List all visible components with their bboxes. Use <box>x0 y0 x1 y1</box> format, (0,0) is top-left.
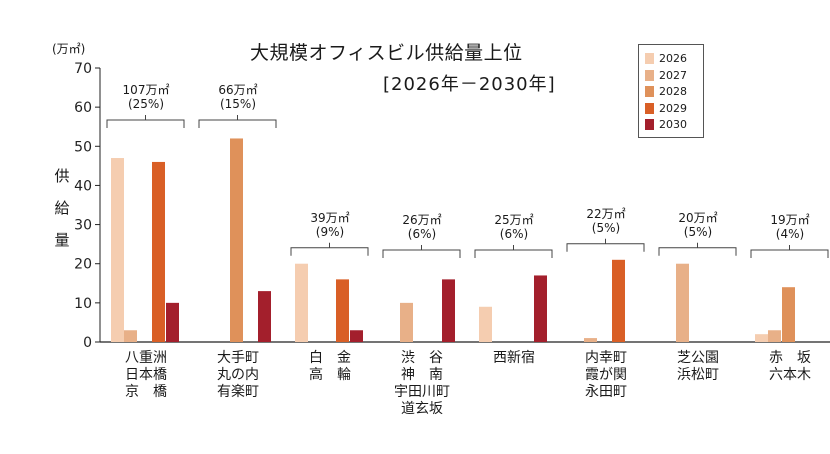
group-share-value: (5%) <box>683 224 713 239</box>
category-label: 大手町 丸の内 有楽町 <box>217 350 259 400</box>
group-share-value: (5%) <box>591 220 621 235</box>
bar-2028-7 <box>782 287 795 342</box>
group-share-value: (9%) <box>315 224 345 239</box>
group-bracket <box>198 115 277 128</box>
bar-2029-5 <box>612 259 625 342</box>
group-total-value: 66万㎡ <box>218 83 258 97</box>
bar-2026-0 <box>111 158 124 342</box>
group-total-value: 19万㎡ <box>770 213 810 227</box>
y-tick-label: 70 <box>74 61 92 77</box>
legend: 2026 2027 2028 2029 2030 <box>638 44 704 138</box>
category-label: 内幸町 霞が関 永田町 <box>585 350 627 400</box>
group-total-label: 20万㎡ (5%) <box>658 211 738 239</box>
bar-2027-0 <box>124 330 137 342</box>
group-total-label: 25万㎡ (6%) <box>474 213 554 241</box>
group-bracket <box>658 242 737 256</box>
legend-item: 2026 <box>645 53 687 65</box>
y-tick-label: 20 <box>74 257 92 273</box>
bar-2027-3 <box>400 302 413 342</box>
bar-2028-1 <box>230 138 243 342</box>
bar-2026-4 <box>479 306 492 342</box>
legend-label: 2030 <box>659 118 687 131</box>
legend-label: 2027 <box>659 68 687 82</box>
legend-item: 2030 <box>645 119 687 131</box>
group-share-value: (6%) <box>407 227 437 241</box>
bar-2029-2 <box>336 279 349 342</box>
group-share-value: (4%) <box>775 227 805 241</box>
y-axis-label: 供給量 <box>54 167 70 249</box>
group-total-value: 20万㎡ <box>678 210 718 225</box>
legend-swatch <box>645 86 654 97</box>
group-share-value: (25%) <box>127 97 165 111</box>
bar-2026-7 <box>755 334 768 342</box>
bar-2026-2 <box>295 263 308 342</box>
group-total-value: 39万㎡ <box>310 210 350 225</box>
group-total-label: 66万㎡ (15%) <box>198 83 278 111</box>
y-tick-label: 0 <box>83 335 92 351</box>
bar-2030-3 <box>442 279 455 342</box>
group-total-value: 22万㎡ <box>586 206 626 221</box>
group-share-value: (15%) <box>219 97 257 111</box>
category-label: 西新宿 <box>493 350 535 366</box>
legend-item: 2028 <box>645 86 687 98</box>
group-total-label: 22万㎡ (5%) <box>566 207 646 235</box>
category-label: 赤 坂 六本木 <box>769 350 811 383</box>
y-axis-unit: (万㎡) <box>52 42 86 56</box>
group-bracket <box>750 245 829 258</box>
group-total-value: 25万㎡ <box>494 213 534 227</box>
group-bracket <box>474 245 553 258</box>
group-total-label: 107万㎡ (25%) <box>106 83 186 111</box>
y-tick-label: 30 <box>74 218 92 234</box>
legend-swatch <box>645 53 654 64</box>
bar-2030-0 <box>166 302 179 342</box>
chart-subtitle: [2026年－2030年] <box>383 74 556 95</box>
category-label: 渋 谷 神 南 宇田川町 道玄坂 <box>394 350 450 417</box>
bar-2027-6 <box>676 263 689 342</box>
group-total-label: 19万㎡ (4%) <box>750 213 830 241</box>
group-total-value: 107万㎡ <box>122 83 170 97</box>
y-tick-label: 50 <box>74 139 92 155</box>
y-tick-label: 40 <box>74 178 92 194</box>
category-label: 芝公園 浜松町 <box>677 350 719 383</box>
bar-2027-7 <box>768 330 781 342</box>
group-bracket <box>290 242 369 256</box>
bar-2030-1 <box>258 291 271 342</box>
legend-label: 2028 <box>659 85 687 98</box>
group-bracket <box>382 245 461 258</box>
legend-label: 2029 <box>659 101 687 115</box>
legend-swatch <box>645 119 654 130</box>
category-label: 白 金 高 輪 <box>309 350 351 383</box>
legend-swatch <box>645 69 654 81</box>
legend-swatch <box>645 102 654 114</box>
group-bracket <box>566 238 645 252</box>
bar-2029-0 <box>152 161 165 342</box>
group-share-value: (6%) <box>499 227 529 241</box>
group-total-value: 26万㎡ <box>402 213 442 227</box>
bar-2030-4 <box>534 275 547 342</box>
group-total-label: 26万㎡ (6%) <box>382 213 462 241</box>
legend-item: 2029 <box>645 101 687 115</box>
legend-item: 2027 <box>645 68 687 82</box>
chart-title: 大規模オフィスビル供給量上位 <box>250 42 523 64</box>
category-label: 八重洲 日本橋 京 橋 <box>125 350 167 400</box>
bar-2030-2 <box>350 330 363 342</box>
group-total-label: 39万㎡ (9%) <box>290 211 370 239</box>
bar-2027-5 <box>584 338 597 342</box>
group-bracket <box>106 115 185 128</box>
y-tick-label: 60 <box>74 100 92 116</box>
legend-label: 2026 <box>659 52 687 65</box>
y-tick-label: 10 <box>74 296 92 312</box>
